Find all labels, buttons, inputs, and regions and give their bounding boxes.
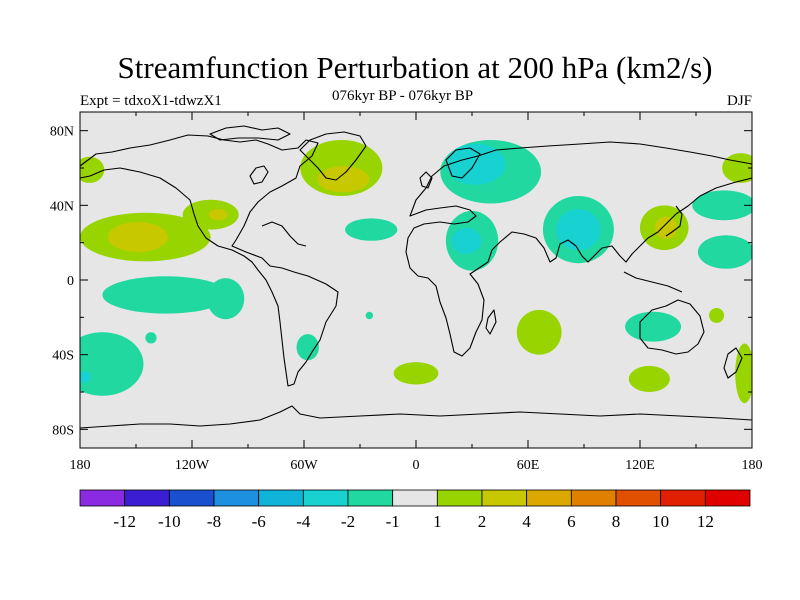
colorbar-swatch [570,489,617,507]
coastline-greenland [299,131,367,181]
anomaly-region [516,309,562,355]
coastline-hudson [249,165,269,185]
coastline-madagascar [485,309,497,335]
colorbar-label: -6 [252,512,266,531]
colorbar-label: -8 [207,512,221,531]
anomaly-region [145,332,157,344]
y-tick-label: 40N [50,199,74,214]
coastline-uk [419,171,433,189]
anomaly-region [654,216,678,239]
anomaly-region [709,308,724,323]
anomaly-region [697,235,752,269]
experiment-label: Expt = tdxoX1-tdwzX1 [80,93,222,109]
x-tick-label: 60W [290,458,318,473]
contour-fills [80,140,752,404]
anomaly-region [206,278,245,320]
coastline-americas [80,134,339,387]
coastline-eurasia [405,141,752,357]
colorbar-swatch [347,489,394,507]
anomaly-region [80,156,105,183]
anomaly-region [108,222,168,252]
y-tick-label: 80N [50,125,74,140]
coastline-gulf [261,221,307,247]
anomaly-region [80,371,92,383]
colorbar-label: 12 [697,512,714,531]
colorbar-swatch [660,489,706,507]
anomaly-region [208,209,228,221]
colorbar-swatch [79,489,126,507]
y-tick-label: 40S [52,349,74,364]
colorbar-swatch [392,489,438,507]
season-label: DJF [726,93,752,109]
colorbar-swatch [704,489,751,507]
coastline-scandinavia [445,147,481,179]
coastline-antarctica [80,405,752,429]
colorbar-label: 8 [612,512,621,531]
plot-title: Streamfunction Perturbation at 200 hPa (… [117,50,713,85]
anomaly-region [625,311,682,342]
colorbar-swatch [615,489,662,507]
colorbar-label: 2 [478,512,487,531]
coastline-japan [665,205,683,237]
colorbar-label: -2 [341,512,355,531]
anomaly-region [317,166,370,193]
anomaly-region [451,227,482,254]
anomaly-region [365,311,374,320]
anomaly-region [556,209,601,251]
anomaly-region [80,332,144,396]
colorbar-swatch [168,489,215,507]
coastline-indonesia [623,271,683,293]
x-tick-label: 60E [517,458,540,473]
x-tick-label: 120E [625,458,655,473]
x-tick-label: 120W [175,458,210,473]
anomaly-region [692,190,752,221]
colorbar-label: 1 [433,512,442,531]
colorbar-swatch [481,489,528,507]
x-tick-label: 180 [742,458,763,473]
y-tick-label: 0 [67,274,74,289]
period-label: 076kyr BP - 076kyr BP [332,88,474,104]
x-axis: 180 120W 60W 0 60E 120E 180 [70,112,763,473]
colorbar-label: -4 [296,512,311,531]
colorbar-swatch [213,489,260,507]
colorbar-label: -10 [158,512,181,531]
coastline-new-zealand [723,347,743,379]
coastline-australia [639,299,705,355]
colorbar-swatch [258,489,304,507]
colorbar-swatch [124,489,170,507]
coastline-arctic-islands [209,125,291,141]
anomaly-region [445,143,506,185]
x-tick-label: 0 [413,458,420,473]
colorbar-swatch [526,489,572,507]
colorbar-swatch [436,489,483,507]
colorbar: -12 -10 -8 -6 -4 -2 -1 1 2 4 6 8 10 12 [79,489,751,531]
colorbar-label: 6 [567,512,576,531]
anomaly-region [722,153,752,183]
y-tick-label: 80S [52,423,74,438]
colorbar-swatch [302,489,349,507]
x-tick-label: 180 [70,458,91,473]
anomaly-region [735,343,752,404]
colorbar-label: -1 [386,512,400,531]
colorbar-label: -12 [113,512,136,531]
coastlines [80,125,752,429]
anomaly-region [393,362,439,385]
colorbar-label: 4 [522,512,531,531]
anomaly-region [345,218,398,241]
anomaly-region [296,334,319,361]
colorbar-label: 10 [652,512,669,531]
y-axis: 80N 40N 0 40S 80S [50,125,752,438]
anomaly-region [102,276,230,314]
anomaly-region [628,365,670,392]
